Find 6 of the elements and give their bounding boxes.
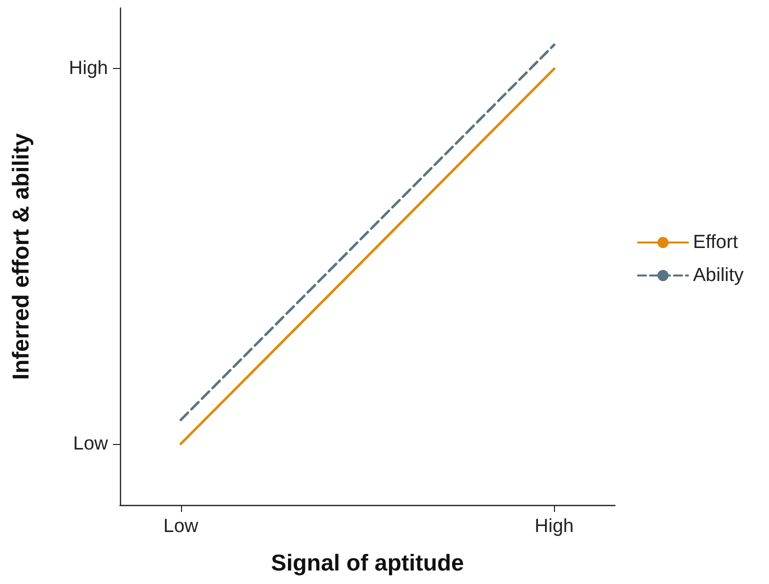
y-axis-title: Inferred effort & ability	[8, 132, 34, 380]
legend-label: Effort	[693, 232, 739, 253]
text: Low	[73, 433, 108, 454]
legend-label: Ability	[693, 265, 744, 286]
x-axis-title: Signal of aptitude	[271, 550, 464, 576]
text: High	[68, 58, 108, 80]
